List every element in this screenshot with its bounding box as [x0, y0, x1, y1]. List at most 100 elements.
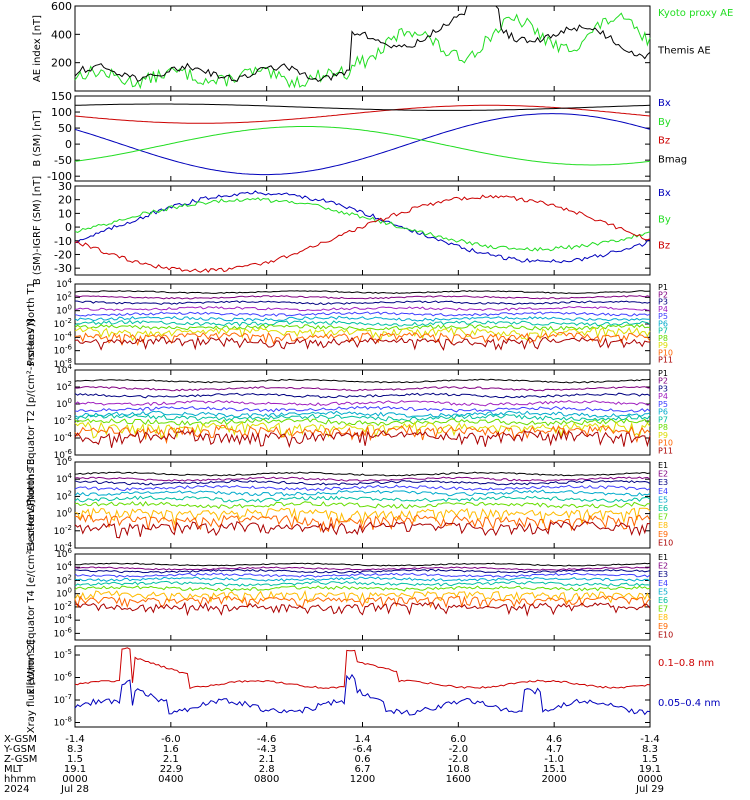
legend-entry: By	[658, 214, 671, 225]
series-line	[74, 113, 651, 176]
legend-entry: P5	[658, 312, 668, 321]
ephemeris-value: -4.3	[257, 744, 277, 755]
y-tick-label: 10-4	[54, 613, 73, 626]
legend-entry: P11	[658, 356, 673, 365]
legend-entry: P8	[658, 334, 668, 343]
ephemeris-value: -2.0	[449, 754, 469, 765]
legend-entry: P8	[658, 423, 668, 432]
y-tick-label: 10-4	[54, 330, 73, 343]
ephemeris-value: 0400	[158, 774, 183, 785]
ephemeris-value: 19.1	[639, 764, 661, 775]
series-line	[74, 520, 651, 539]
ephemeris-value: 0000	[637, 774, 662, 785]
y-tick-label: -10	[54, 235, 72, 248]
ephemeris-value: 10.8	[447, 764, 469, 775]
series-line	[74, 326, 651, 342]
series-line	[74, 489, 651, 497]
y-tick-label: 102	[56, 489, 72, 502]
legend-entry: E7	[658, 513, 668, 522]
y-axis-label: Protons Equator T2 [p/(cm²-s-sr-keV)]	[26, 319, 37, 506]
panel-frame	[74, 553, 651, 641]
legend-entry: E6	[658, 504, 668, 513]
series-line	[74, 572, 651, 578]
series-line	[74, 331, 651, 347]
legend-entry: E4	[658, 579, 668, 588]
series-line	[74, 576, 651, 582]
series-line	[74, 290, 651, 295]
series-line	[74, 589, 651, 604]
y-tick-label: 10-4	[54, 541, 73, 554]
legend-entry: 0.05–0.4 nm	[658, 698, 720, 709]
series-line	[74, 673, 651, 716]
y-tick-label: 104	[56, 560, 72, 573]
legend-entry: E2	[658, 562, 668, 571]
legend-entry: P4	[658, 305, 668, 314]
legend-entry: E6	[658, 596, 668, 605]
y-tick-label: 20	[58, 194, 72, 207]
series-line	[74, 580, 651, 587]
ephemeris-value: 2.1	[259, 754, 275, 765]
y-axis-label: Electrons North T3	[26, 458, 37, 551]
series-line	[74, 479, 651, 486]
legend-entry: P4	[658, 392, 668, 401]
legend-entry: E1	[658, 461, 668, 470]
y-tick-label: 150	[51, 90, 72, 103]
ephemeris-table: X-GSMY-GSMZ-GSMMLThhmm2024-1.48.31.519.1…	[3, 734, 664, 795]
y-axis-label: B (SM) [nT]	[32, 110, 43, 166]
series-line	[74, 194, 651, 273]
ephemeris-value: 0800	[254, 774, 279, 785]
series-line	[74, 319, 651, 327]
y-tick-label: 100	[56, 397, 72, 410]
series-line	[74, 601, 651, 617]
ephemeris-value: Jul 28	[60, 784, 89, 795]
legend-entry: E1	[658, 553, 668, 562]
legend-entry: P6	[658, 408, 668, 417]
series-line	[74, 323, 651, 331]
legend-entry: Bz	[658, 136, 670, 147]
y-tick-label: 104	[56, 277, 72, 290]
series-line	[74, 315, 651, 322]
legend-entry: P9	[658, 341, 668, 350]
series-line	[74, 306, 651, 312]
y-tick-label: 10-4	[54, 431, 73, 444]
ephemeris-value: 8.3	[642, 744, 658, 755]
ephemeris-value: -1.0	[544, 754, 564, 765]
series-line	[74, 413, 651, 422]
legend-entry: P6	[658, 319, 668, 328]
ephemeris-value: 6.0	[450, 734, 466, 745]
legend-entry: P3	[658, 298, 668, 307]
y-tick-label: 10-2	[54, 317, 72, 330]
legend-entry: P7	[658, 415, 668, 424]
legend-entry: P2	[658, 290, 668, 299]
series-line	[74, 104, 651, 124]
series-line	[74, 595, 651, 609]
ephemeris-value: 19.1	[64, 764, 86, 775]
legend-entry: P1	[658, 283, 668, 292]
y-axis-label: Xray flux [W/m^2]	[26, 640, 37, 734]
legend-entry: P11	[658, 446, 673, 455]
series-line	[74, 378, 651, 384]
ephemeris-row-label: hhmm	[4, 774, 36, 785]
legend-entry: E9	[658, 622, 668, 631]
ephemeris-value: 0000	[62, 774, 87, 785]
ephemeris-value: -6.0	[161, 734, 181, 745]
ephemeris-value: -6.4	[353, 744, 373, 755]
legend-entry: E2	[658, 470, 668, 479]
y-tick-label: 10-2	[54, 414, 72, 427]
y-tick-label: 10	[58, 207, 72, 220]
ephemeris-value: 1.5	[642, 754, 658, 765]
legend-entry: E10	[658, 538, 673, 547]
y-tick-label: 10-8	[54, 716, 72, 729]
legend-entry: P7	[658, 327, 668, 336]
y-tick-label: -20	[54, 248, 72, 261]
legend-entry: E4	[658, 487, 668, 496]
panel-frame	[74, 645, 651, 728]
series-line	[75, 103, 651, 111]
legend-entry: E10	[658, 630, 673, 639]
ephemeris-value: 2000	[541, 774, 566, 785]
legend-entry: E3	[658, 478, 668, 487]
y-tick-label: 106	[56, 547, 72, 560]
ephemeris-value: 1.6	[163, 744, 179, 755]
